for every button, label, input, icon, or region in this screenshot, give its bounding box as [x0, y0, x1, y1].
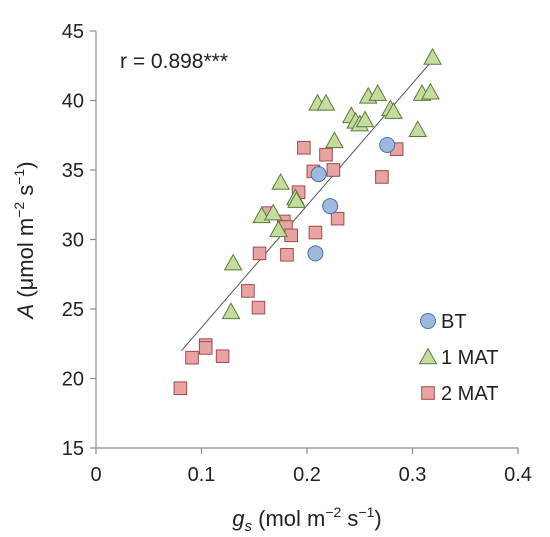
x-tick-label: 0.4 — [504, 464, 532, 486]
data-point-triangle — [325, 131, 344, 149]
series-2-mat — [173, 140, 404, 396]
data-point-triangle — [355, 110, 375, 128]
legend: BT 1 MAT 2 MAT — [418, 311, 498, 405]
data-point-square — [330, 211, 345, 226]
data-point-square — [215, 349, 230, 364]
data-point-triangle — [271, 172, 290, 190]
data-point-triangle — [316, 93, 336, 111]
data-point-triangle — [221, 302, 241, 320]
data-point-square — [319, 147, 333, 162]
data-point-square — [297, 140, 311, 155]
data-point-square — [241, 284, 255, 298]
series-1-mat — [221, 47, 442, 320]
data-points — [173, 47, 442, 396]
legend-marker-square — [421, 386, 435, 400]
trendline — [181, 59, 433, 352]
x-tick-label: 0.2 — [293, 464, 321, 486]
y-axis-title: A (μmol m−2 s−1) — [11, 161, 38, 320]
x-tick-label: 0.3 — [399, 464, 427, 486]
data-point-square — [252, 246, 267, 261]
data-point-square — [185, 350, 199, 365]
correlation-annotation: r = 0.898*** — [120, 50, 228, 73]
data-point-square — [173, 381, 188, 396]
trendline-group — [181, 59, 433, 352]
legend-marker-circle — [420, 313, 436, 329]
y-tick-label: 45 — [62, 21, 84, 43]
data-point-triangle — [368, 84, 388, 101]
data-point-triangle — [408, 120, 428, 137]
data-point-square — [280, 247, 294, 262]
data-point-square — [198, 341, 213, 355]
data-point-circle — [379, 136, 396, 153]
y-tick-label: 15 — [62, 438, 84, 460]
data-point-triangle — [384, 102, 403, 119]
series-bt — [307, 136, 396, 262]
x-axis-title: gs (mol m−2 s−1) — [232, 504, 381, 535]
legend-label: BT — [441, 311, 467, 333]
data-point-square — [251, 300, 266, 315]
legend-label: 2 MAT — [441, 383, 498, 405]
data-point-triangle — [263, 203, 283, 221]
x-tick-label: 0 — [90, 464, 101, 486]
y-tick-label: 30 — [62, 230, 84, 252]
y-tick-label: 40 — [62, 91, 84, 113]
y-tick-label: 25 — [62, 299, 84, 321]
data-point-triangle — [421, 82, 440, 100]
legend-label: 1 MAT — [441, 347, 498, 369]
data-point-square — [308, 225, 323, 240]
y-tick-label: 20 — [62, 369, 84, 391]
legend-marker-triangle — [418, 347, 438, 365]
data-point-triangle — [269, 220, 288, 238]
tick-labels: 15 20 25 30 35 40 45 0 0.1 0.2 0.3 0.4 — [62, 21, 532, 486]
data-point-triangle — [423, 47, 442, 65]
data-point-triangle — [223, 253, 243, 271]
x-tick-label: 0.1 — [188, 464, 216, 486]
data-point-circle — [307, 245, 324, 262]
data-point-square — [375, 170, 389, 184]
data-point-square — [326, 163, 341, 177]
data-point-triangle — [287, 191, 306, 208]
axes — [90, 30, 519, 454]
data-point-circle — [310, 166, 327, 183]
data-point-circle — [322, 198, 339, 215]
y-tick-label: 35 — [62, 160, 84, 182]
